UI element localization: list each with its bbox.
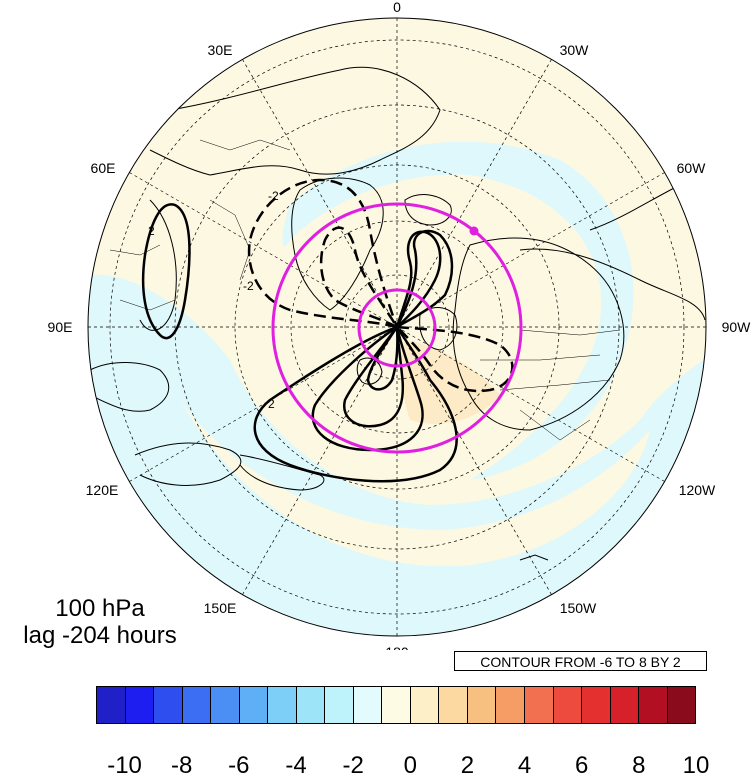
- highlight-circle-outer: [271, 202, 523, 454]
- colorbar-swatch: [553, 687, 583, 723]
- shade-blue-band: [88, 274, 706, 636]
- colorbar-swatch: [211, 687, 240, 723]
- lon-label-60e: 60E: [91, 160, 116, 176]
- contours: [141, 178, 514, 483]
- contour-positive-south-core: [366, 326, 399, 391]
- colorbar-swatch: [239, 687, 269, 723]
- colorbar-swatch: [296, 687, 326, 723]
- lon-label-120w: 120W: [679, 482, 716, 498]
- colorbar-tick-labels: -10 -8 -6 -4 -2 0 2 4 6 8 10: [0, 752, 754, 782]
- contour-label: 2: [268, 397, 275, 411]
- lon-label-180: 180: [385, 644, 409, 650]
- colorbar-swatch: [610, 687, 640, 723]
- colorbar-swatch: [382, 687, 411, 723]
- lon-label-150e: 150E: [204, 600, 237, 616]
- colorbar-tick-label: 2: [460, 752, 475, 779]
- shade-yellow-ring: [180, 400, 650, 567]
- contour-positive-north-1: [395, 229, 454, 329]
- colorbar-swatch: [410, 687, 440, 723]
- colorbar-swatch: [353, 687, 383, 723]
- colorbar-tick-label: 4: [517, 752, 532, 779]
- contour-label: -2: [243, 279, 254, 293]
- contour-label: -2: [268, 189, 279, 203]
- contour-positive-far-east: [141, 203, 191, 340]
- colorbar-swatch: [97, 687, 126, 723]
- lon-label-120e: 120E: [86, 482, 119, 498]
- colorbar-swatch: [439, 687, 468, 723]
- contour-negative-outer: [247, 178, 399, 329]
- contour-negative-west: [396, 325, 514, 393]
- colorbar-tick-label: -6: [228, 752, 250, 779]
- map-boundary: [87, 17, 707, 637]
- level-annotation: 100 hPa: [55, 595, 145, 622]
- lon-label-90w: 90W: [722, 319, 752, 335]
- colorbar-tick-label: -10: [107, 752, 142, 779]
- colorbar-tick-label: -8: [171, 752, 193, 779]
- colorbar-swatch: [154, 687, 183, 723]
- longitude-labels: 0 30E 60E 90E 120E 150E 180 150W 120W 90…: [48, 0, 752, 650]
- borders: [109, 139, 621, 441]
- colorbar-swatch: [667, 687, 696, 723]
- contour-positive-south-inner: [343, 326, 404, 428]
- highlight-point: [469, 226, 479, 236]
- colorbar-tick-label: 8: [632, 752, 646, 779]
- colorbar-tick-label: -2: [342, 752, 364, 779]
- colorbar-swatch: [639, 687, 668, 723]
- contour-positive-south-outer: [253, 325, 458, 483]
- colorbar-swatch: [268, 687, 297, 723]
- colorbar-swatch: [182, 687, 212, 723]
- contour-label: 2: [148, 224, 155, 238]
- lag-annotation: lag -204 hours: [23, 622, 177, 649]
- lon-label-90e: 90E: [48, 319, 73, 335]
- lon-label-150w: 150W: [560, 600, 597, 616]
- lon-label-60w: 60W: [677, 160, 707, 176]
- colorbar-tick-label: -4: [285, 752, 307, 779]
- coastlines: [89, 66, 706, 561]
- colorbar-tick-label: 0: [403, 752, 417, 779]
- lon-label-30w: 30W: [560, 42, 590, 58]
- polar-map: -2 2 -2 2 0 30E 60E 90E 120E 150E 180 15…: [48, 0, 752, 650]
- lon-label-30e: 30E: [208, 42, 233, 58]
- lon-label-0: 0: [393, 0, 401, 15]
- colorbar-swatch: [325, 687, 354, 723]
- contour-negative-inner: [319, 226, 399, 329]
- colorbar-tick-label: 10: [682, 752, 710, 779]
- colorbar-swatch: [582, 687, 611, 723]
- highlight-circles: [271, 202, 523, 454]
- contour-labels: -2 2 -2 2: [148, 189, 279, 411]
- highlight-circle-inner: [357, 288, 437, 368]
- colorbar-swatch: [496, 687, 525, 723]
- contour-info-box: CONTOUR FROM -6 TO 8 BY 2: [454, 651, 707, 671]
- contour-positive-north-2: [395, 230, 442, 328]
- colorbar-swatch: [467, 687, 497, 723]
- colorbar-swatch: [524, 687, 554, 723]
- colorbar: [96, 686, 696, 724]
- colorbar-tick-label: 6: [575, 752, 589, 779]
- colorbar-swatch: [125, 687, 155, 723]
